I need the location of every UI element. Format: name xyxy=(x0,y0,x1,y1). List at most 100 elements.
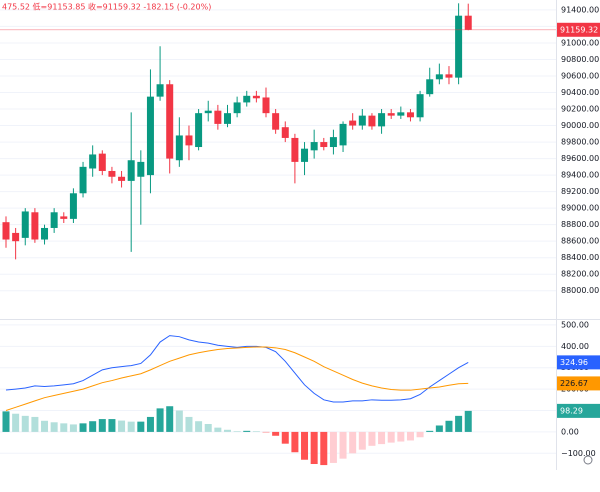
candle-body xyxy=(175,135,183,161)
histogram-bar xyxy=(156,408,164,432)
candle-body xyxy=(60,216,68,219)
histogram-bar xyxy=(185,416,193,432)
candle-body xyxy=(329,137,337,148)
candle-body xyxy=(31,212,39,240)
candle-body xyxy=(252,95,260,99)
histogram-bar xyxy=(69,424,77,432)
candle-body xyxy=(79,166,87,194)
candle-body xyxy=(426,79,434,95)
candle-body xyxy=(445,74,453,78)
candle-body xyxy=(435,74,443,80)
histogram-bar xyxy=(301,431,309,460)
histogram-bar xyxy=(41,420,49,432)
candle-body xyxy=(108,170,116,177)
header-legend: 475.52 低=91153.85 收=91159.32 -182.15 (-0… xyxy=(2,2,211,12)
candle-body xyxy=(118,176,126,181)
grid xyxy=(0,9,556,454)
histogram-bar xyxy=(175,410,183,432)
histogram-bar xyxy=(98,419,106,432)
candle-body xyxy=(98,153,106,171)
candle-body xyxy=(204,110,212,114)
y-tick-label: −100.00 xyxy=(561,449,596,458)
histogram-bar xyxy=(166,406,174,432)
candle-body xyxy=(301,148,309,162)
y-tick-label: 89000.00 xyxy=(561,204,599,213)
histogram-bar xyxy=(233,431,241,432)
histogram-bar xyxy=(50,422,58,432)
y-tick-label: 90800.00 xyxy=(561,55,599,64)
histogram-bar xyxy=(118,420,126,432)
histogram-bar xyxy=(368,431,376,446)
y-tick-label: 89600.00 xyxy=(561,154,599,163)
y-tick-label: 88000.00 xyxy=(561,286,599,295)
histogram-bar xyxy=(320,431,328,466)
y-tick-label: 89800.00 xyxy=(561,138,599,147)
histogram-bar xyxy=(339,431,347,459)
candle-body xyxy=(243,95,251,103)
value-badge xyxy=(557,22,600,37)
histogram-bar xyxy=(387,431,395,443)
candle-body xyxy=(223,113,231,124)
histogram-bar xyxy=(89,421,97,432)
value-badge-label: 324.96 xyxy=(560,358,588,367)
histogram-bar xyxy=(31,416,39,432)
histogram-bar xyxy=(349,431,357,454)
candle-body xyxy=(262,97,270,114)
candle-body xyxy=(156,84,164,97)
histogram-bar xyxy=(243,430,251,432)
y-tick-label: 88800.00 xyxy=(561,220,599,229)
candle-body xyxy=(21,211,29,238)
candle-body xyxy=(387,113,395,116)
histogram-bar xyxy=(378,431,386,445)
candle-body xyxy=(214,110,222,124)
candle-body xyxy=(349,120,357,126)
candle-body xyxy=(185,135,193,146)
value-badge xyxy=(557,403,600,418)
histogram-bar xyxy=(291,431,299,453)
histogram-bar xyxy=(329,431,337,463)
histogram-bar xyxy=(281,431,289,444)
histogram-bar xyxy=(60,423,68,432)
candle-body xyxy=(320,142,328,148)
candle-body xyxy=(146,96,154,176)
histogram-bar xyxy=(426,430,434,432)
histogram-bar xyxy=(137,421,145,432)
candle-body xyxy=(195,113,203,148)
y-tick-label: 88600.00 xyxy=(561,237,599,246)
candle-body xyxy=(291,137,299,162)
y-tick-label: 90200.00 xyxy=(561,105,599,114)
candle-body xyxy=(127,160,135,181)
histogram-bar xyxy=(223,429,231,432)
histogram-bar xyxy=(21,415,29,432)
value-badge xyxy=(557,355,600,370)
candle-body xyxy=(2,222,10,240)
value-badge xyxy=(557,376,600,391)
candle-body xyxy=(368,115,376,127)
candle-body xyxy=(281,127,289,138)
histogram-bar xyxy=(2,411,10,432)
y-tick-label: 0.00 xyxy=(561,427,579,436)
y-tick-label: 400.00 xyxy=(561,342,589,351)
macd-line xyxy=(5,346,469,411)
settings-icon[interactable] xyxy=(583,455,593,465)
y-tick-label: 88400.00 xyxy=(561,253,599,262)
histogram-bar xyxy=(272,431,280,436)
histogram-bar xyxy=(79,423,87,432)
value-badge-label: 226.67 xyxy=(560,379,588,388)
histogram-bar xyxy=(455,415,463,432)
histogram-bar xyxy=(397,431,405,442)
candle-body xyxy=(233,102,241,114)
candle-body xyxy=(69,193,77,219)
histogram-bar xyxy=(435,425,443,432)
candle-body xyxy=(358,115,366,126)
y-tick-label: 89200.00 xyxy=(561,187,599,196)
candle-body xyxy=(137,161,145,177)
candle-body xyxy=(378,113,386,127)
y-tick-label: 90000.00 xyxy=(561,121,599,130)
candle-body xyxy=(310,142,318,151)
histogram-bar xyxy=(464,410,472,432)
candle-body xyxy=(12,232,20,242)
